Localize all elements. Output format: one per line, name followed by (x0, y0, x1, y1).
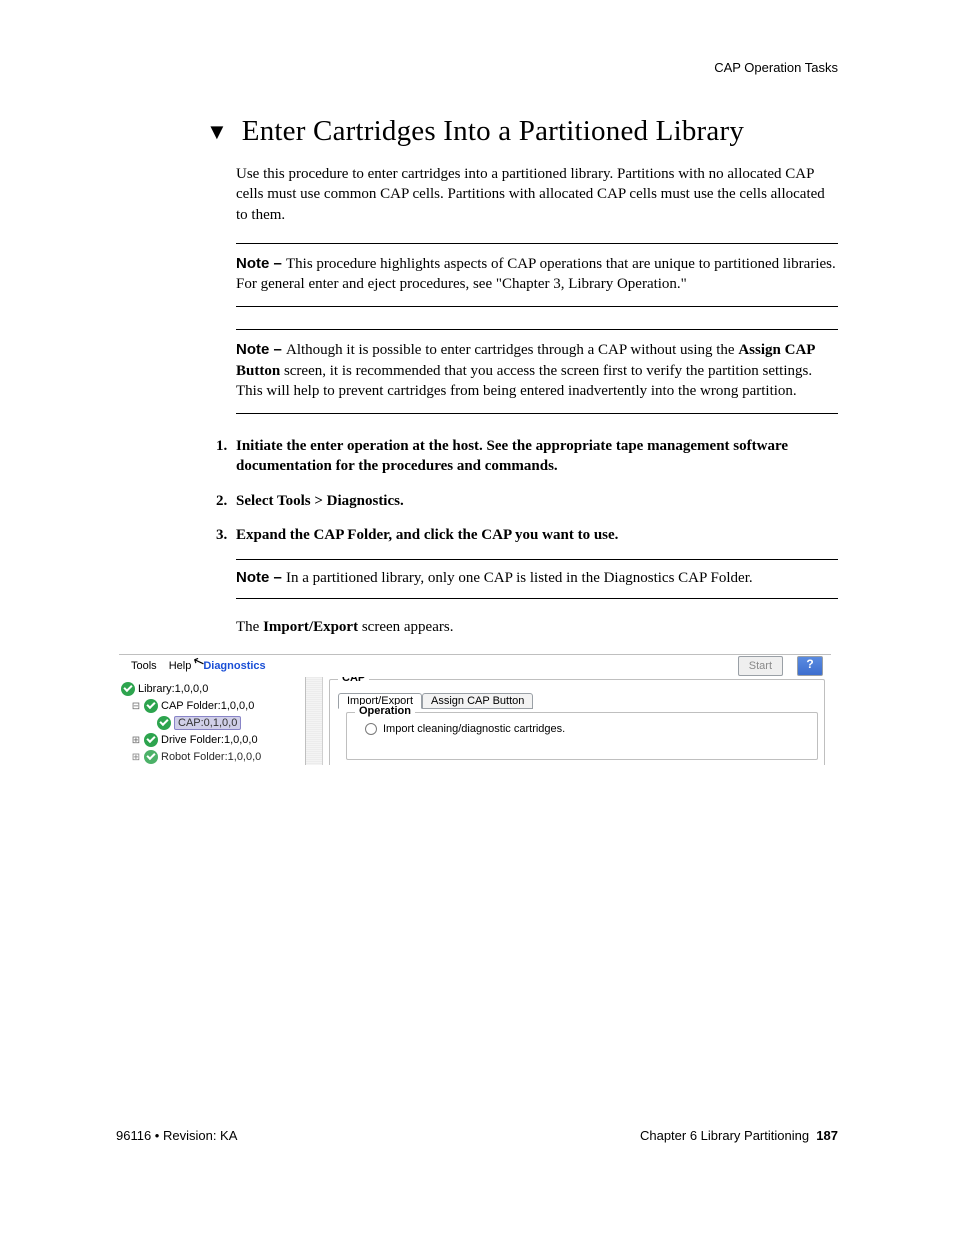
footer-left: 96116 • Revision: KA (116, 1128, 237, 1143)
app-screenshot: Tools Help ↖ Diagnostics Start ? Library… (119, 654, 831, 767)
check-icon (144, 733, 158, 747)
nav-tree: Library:1,0,0,0 ⊟ CAP Folder:1,0,0,0 CAP… (119, 677, 306, 765)
tab-assign-cap-button[interactable]: Assign CAP Button (422, 693, 533, 709)
check-icon (144, 699, 158, 713)
tree-label: Library:1,0,0,0 (138, 683, 208, 695)
note-label: Note – (236, 341, 286, 358)
tree-node-robot-folder[interactable]: ⊞ Robot Folder:1,0,0,0 (121, 749, 303, 765)
sub-note-text: In a partitioned library, only one CAP i… (286, 570, 753, 586)
expand-icon[interactable]: ⊟ (131, 701, 141, 712)
note-text: This procedure highlights aspects of CAP… (236, 256, 836, 292)
procedure-steps: Initiate the enter operation at the host… (216, 436, 838, 545)
menu-tools[interactable]: Tools (125, 660, 163, 672)
radio-row[interactable]: Import cleaning/diagnostic cartridges. (365, 723, 811, 735)
radio-label: Import cleaning/diagnostic cartridges. (383, 723, 565, 735)
step-item: Select Tools > Diagnostics. (216, 491, 838, 511)
check-icon (144, 750, 158, 764)
post-note-lead: The (236, 619, 263, 635)
tree-node-drive-folder[interactable]: ⊞ Drive Folder:1,0,0,0 (121, 732, 303, 749)
tree-node-library[interactable]: Library:1,0,0,0 (121, 681, 303, 698)
note-box-1: Note – This procedure highlights aspects… (236, 243, 838, 308)
note-lead: Although it is possible to enter cartrid… (286, 342, 738, 358)
menu-diagnostics[interactable]: Diagnostics (197, 660, 271, 672)
page-number: 187 (816, 1128, 838, 1143)
section-heading: ▼ Enter Cartridges Into a Partitioned Li… (206, 115, 838, 148)
tree-label-selected: CAP:0,1,0,0 (174, 716, 241, 730)
start-button[interactable]: Start (738, 656, 783, 676)
help-button[interactable]: ? (797, 656, 823, 676)
tree-label: Robot Folder:1,0,0,0 (161, 751, 261, 763)
group-legend: Operation (355, 705, 415, 717)
menu-bar: Tools Help ↖ Diagnostics Start ? (119, 655, 831, 677)
detail-pane: CAP Import/Export Assign CAP Button Oper… (323, 677, 831, 765)
check-icon (121, 682, 135, 696)
cap-group: CAP Import/Export Assign CAP Button Oper… (329, 679, 825, 765)
note-tail: screen, it is recommended that you acces… (236, 363, 812, 399)
note-label: Note – (236, 255, 286, 272)
post-note-tail: screen appears. (358, 619, 453, 635)
note-box-2: Note – Although it is possible to enter … (236, 329, 838, 414)
tree-label: CAP Folder:1,0,0,0 (161, 700, 254, 712)
svg-text:?: ? (806, 657, 813, 671)
post-note-bold: Import/Export (263, 619, 358, 635)
page-footer: 96116 • Revision: KA Chapter 6 Library P… (116, 1128, 838, 1143)
heading-marker-icon: ▼ (206, 121, 228, 143)
note-label: Note – (236, 569, 286, 586)
expand-icon[interactable]: ⊞ (131, 735, 141, 746)
footer-chapter: Chapter 6 Library Partitioning (640, 1128, 809, 1143)
tree-label: Drive Folder:1,0,0,0 (161, 734, 258, 746)
step-item: Expand the CAP Folder, and click the CAP… (216, 525, 838, 545)
splitter-gutter[interactable] (306, 677, 323, 765)
radio-icon[interactable] (365, 723, 377, 735)
page-title: Enter Cartridges Into a Partitioned Libr… (242, 115, 744, 148)
check-icon (157, 716, 171, 730)
step-item: Initiate the enter operation at the host… (216, 436, 838, 477)
intro-paragraph: Use this procedure to enter cartridges i… (236, 164, 838, 225)
expand-icon[interactable]: ⊞ (131, 752, 141, 763)
group-legend: CAP (338, 677, 369, 684)
footer-right: Chapter 6 Library Partitioning 187 (640, 1128, 838, 1143)
help-icon: ? (803, 657, 817, 671)
tree-node-cap-folder[interactable]: ⊟ CAP Folder:1,0,0,0 (121, 698, 303, 715)
tree-node-cap-item[interactable]: CAP:0,1,0,0 (121, 715, 303, 732)
sub-note: Note – In a partitioned library, only on… (236, 559, 838, 599)
running-header: CAP Operation Tasks (116, 60, 838, 75)
post-note-paragraph: The Import/Export screen appears. (236, 617, 838, 637)
operation-group: Operation Import cleaning/diagnostic car… (346, 712, 818, 760)
